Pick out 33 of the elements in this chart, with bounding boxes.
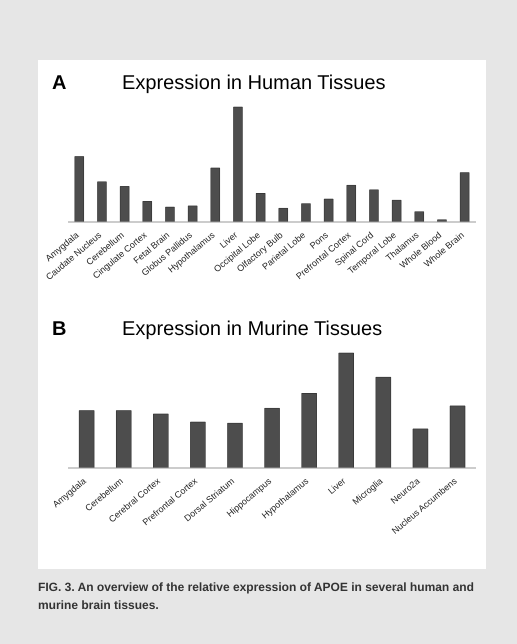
bar: [233, 106, 243, 222]
bar: [264, 408, 280, 468]
bar: [120, 186, 130, 222]
bar: [97, 182, 107, 222]
bar: [165, 206, 175, 222]
bar: [210, 168, 220, 222]
chart-title: Expression in Human Tissues: [122, 72, 386, 95]
bar: [376, 376, 392, 468]
bar: [190, 422, 206, 468]
bar: [301, 203, 311, 222]
bar: [414, 211, 424, 222]
bar: [74, 156, 84, 222]
bar: [369, 190, 379, 222]
bar: [227, 422, 243, 468]
text: B: [51, 318, 68, 341]
bar: [278, 208, 288, 222]
bar: [116, 410, 132, 468]
bar: [324, 198, 334, 222]
bar: [412, 428, 428, 468]
bar: [188, 206, 198, 222]
text: A: [51, 72, 68, 95]
bar: [338, 352, 354, 468]
bar: [256, 193, 266, 222]
bar: [78, 410, 94, 468]
bar: [450, 406, 466, 468]
bar: [346, 184, 356, 222]
bar: [392, 200, 402, 222]
bar: [301, 393, 317, 468]
chart-title: Expression in Murine Tissues: [122, 318, 382, 341]
bar: [460, 172, 470, 222]
caption: FIG. 3. An overview of the relative expression of APOE in several human and murine brain tissues.: [38, 579, 475, 614]
bar: [153, 414, 169, 468]
bar: [142, 201, 152, 222]
